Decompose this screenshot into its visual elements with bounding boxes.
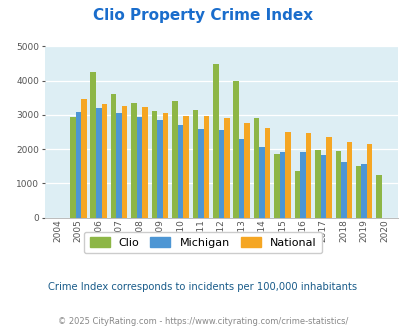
Bar — [122, 106, 127, 218]
Bar — [366, 144, 371, 218]
Bar — [111, 94, 116, 218]
Bar — [192, 110, 198, 218]
Bar — [360, 164, 366, 218]
Text: Clio Property Crime Index: Clio Property Crime Index — [93, 8, 312, 23]
Bar — [101, 104, 107, 218]
Legend: Clio, Michigan, National: Clio, Michigan, National — [84, 232, 321, 253]
Bar — [285, 132, 290, 218]
Bar — [325, 137, 331, 218]
Bar — [340, 161, 346, 218]
Bar — [218, 130, 224, 218]
Bar — [274, 154, 279, 218]
Bar — [203, 116, 209, 218]
Bar — [183, 116, 188, 218]
Bar — [279, 152, 285, 218]
Bar — [162, 113, 168, 218]
Bar — [375, 175, 381, 218]
Bar — [136, 117, 142, 218]
Bar — [314, 150, 320, 218]
Bar — [346, 142, 351, 218]
Bar — [90, 72, 96, 218]
Bar — [264, 127, 270, 218]
Bar — [355, 166, 360, 218]
Bar — [70, 116, 75, 218]
Bar — [131, 103, 136, 218]
Bar — [305, 133, 311, 218]
Bar — [177, 125, 183, 218]
Bar — [239, 139, 244, 218]
Text: © 2025 CityRating.com - https://www.cityrating.com/crime-statistics/: © 2025 CityRating.com - https://www.city… — [58, 317, 347, 326]
Bar — [142, 107, 147, 218]
Bar — [244, 123, 249, 218]
Bar — [253, 118, 259, 218]
Bar — [96, 108, 101, 218]
Bar — [335, 150, 340, 218]
Bar — [233, 81, 239, 218]
Bar — [213, 64, 218, 218]
Bar — [294, 171, 299, 218]
Bar — [151, 112, 157, 218]
Bar — [259, 147, 264, 218]
Text: Crime Index corresponds to incidents per 100,000 inhabitants: Crime Index corresponds to incidents per… — [48, 282, 357, 292]
Bar — [116, 113, 121, 218]
Bar — [320, 155, 325, 218]
Bar — [81, 99, 86, 218]
Bar — [198, 129, 203, 218]
Bar — [75, 112, 81, 218]
Bar — [299, 151, 305, 218]
Bar — [224, 118, 229, 218]
Bar — [157, 120, 162, 218]
Bar — [172, 101, 177, 218]
